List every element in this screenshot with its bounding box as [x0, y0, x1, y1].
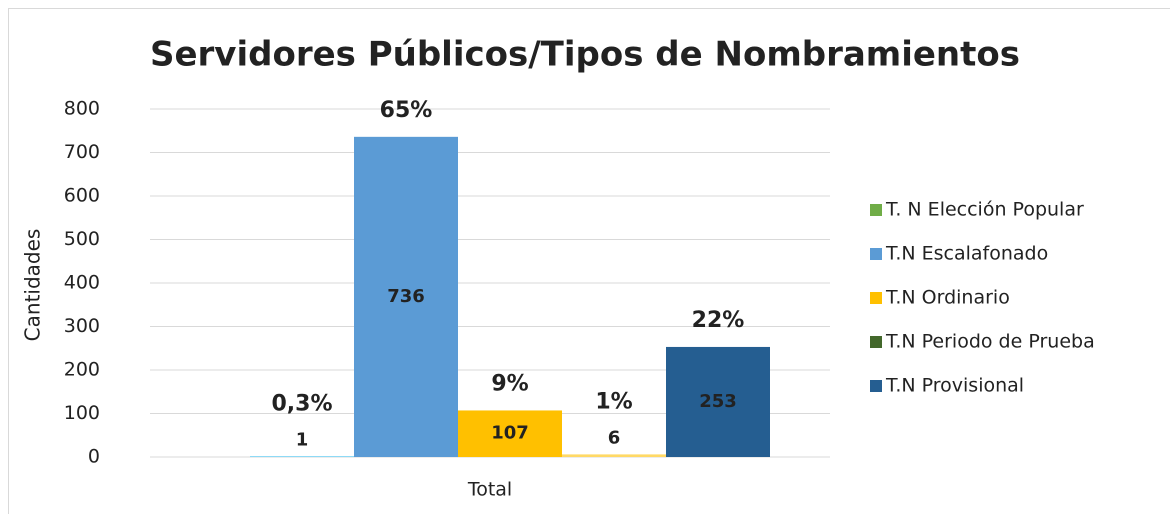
data-label: 736 [387, 286, 425, 307]
y-tick-label: 300 [64, 315, 100, 337]
share-label: 9% [491, 371, 528, 396]
legend-label: T.N Periodo de Prueba [885, 331, 1095, 353]
y-tick-label: 600 [64, 185, 100, 207]
y-tick-label: 700 [64, 141, 100, 163]
y-tick-label: 400 [64, 272, 100, 294]
bar [354, 136, 458, 457]
y-tick-label: 200 [64, 359, 100, 381]
y-tick-label: 800 [64, 98, 100, 120]
bar [666, 346, 770, 457]
y-tick-label: 500 [64, 228, 100, 250]
x-tick-label: Total [467, 479, 512, 501]
bar [562, 454, 666, 457]
y-axis-label: Cantidades [21, 229, 45, 342]
legend-label: T.N Provisional [885, 375, 1024, 397]
legend-swatch [870, 380, 882, 392]
legend-swatch [870, 336, 882, 348]
share-label: 22% [692, 308, 745, 333]
legend-swatch [870, 204, 882, 216]
share-label: 0,3% [271, 392, 332, 417]
legend-label: T.N Escalafonado [885, 243, 1048, 265]
legend-swatch [870, 248, 882, 260]
y-tick-label: 0 [88, 446, 100, 468]
share-label: 65% [380, 98, 433, 123]
bar [458, 410, 562, 457]
chart-title: Servidores Públicos/Tipos de Nombramient… [150, 35, 1020, 75]
legend-label: T.N Ordinario [885, 287, 1010, 309]
share-label: 1% [595, 389, 632, 414]
data-label: 1 [296, 430, 309, 451]
chart-border [8, 8, 1170, 514]
legend-swatch [870, 292, 882, 304]
data-label: 107 [491, 423, 529, 444]
data-label: 253 [699, 391, 737, 412]
legend-label: T. N Elección Popular [885, 199, 1084, 221]
data-label: 6 [608, 427, 621, 448]
y-tick-label: 100 [64, 402, 100, 424]
